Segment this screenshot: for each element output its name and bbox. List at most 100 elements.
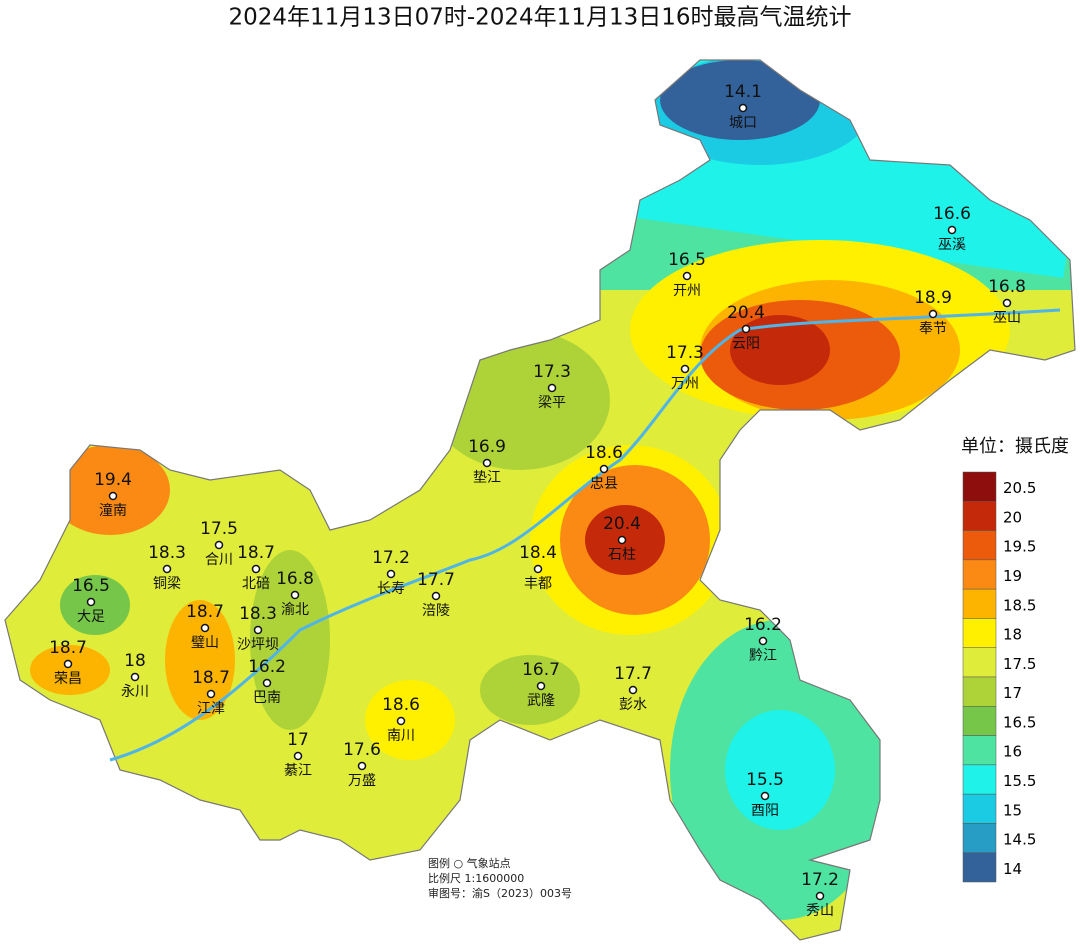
- station-name: 垫江: [473, 470, 501, 486]
- station-temp: 16.2: [744, 615, 782, 635]
- station-temp: 17.5: [200, 519, 238, 539]
- station-temp: 16.2: [248, 657, 286, 677]
- legend-label: 15: [1003, 801, 1022, 819]
- legend: 20.5 20 19.5 19 18.5 18 17.5 17 16.5 16 15.5 15 14.5…: [962, 471, 1036, 883]
- station-temp: 18.6: [382, 695, 420, 715]
- station-name: 云阳: [732, 336, 760, 352]
- station-temp: 18.4: [519, 543, 557, 563]
- station-marker: [63, 659, 73, 669]
- station-temp: 16.8: [988, 277, 1026, 297]
- station-name: 涪陵: [422, 603, 450, 619]
- station-temp: 18.7: [237, 543, 275, 563]
- legend-label: 17: [1003, 684, 1022, 702]
- station-temp: 17: [287, 730, 309, 750]
- station-name: 长寿: [377, 580, 405, 597]
- legend-swatch: [962, 823, 997, 853]
- station-temp: 20.4: [727, 303, 765, 323]
- title: 2024年11月13日07时-2024年11月13日16时最高气温统计: [229, 5, 852, 31]
- station-name: 秀山: [806, 903, 834, 919]
- station-temp: 18.7: [192, 668, 230, 688]
- station-temp: 17.6: [343, 740, 381, 760]
- legend-swatch: [962, 618, 997, 648]
- station-name: 江津: [197, 701, 225, 717]
- legend-label: 14.5: [1003, 831, 1036, 849]
- station-temp: 18.3: [148, 543, 186, 563]
- station-temp: 16.6: [933, 204, 971, 224]
- station-marker: [262, 678, 272, 688]
- station-marker: [1002, 298, 1012, 308]
- station-name: 武隆: [527, 693, 555, 709]
- station-temp: 18.7: [49, 638, 87, 658]
- station-name: 荣昌: [54, 671, 82, 687]
- station-marker: [357, 761, 367, 771]
- station-marker: [130, 672, 140, 682]
- station-temp: 17.7: [417, 570, 455, 590]
- legend-label: 17.5: [1003, 655, 1036, 673]
- station-marker: [928, 309, 938, 319]
- station-temp: 17.2: [801, 870, 839, 890]
- legend-swatch: [962, 793, 997, 824]
- map-note: 比例尺 1:1600000: [428, 871, 524, 885]
- station-name: 綦江: [284, 763, 312, 779]
- station-name: 巴南: [253, 690, 281, 706]
- station-temp: 18.6: [585, 443, 623, 463]
- station-marker: [547, 383, 557, 393]
- legend-swatch: [962, 588, 997, 619]
- station-marker: [533, 564, 543, 574]
- map-note: 图例 ○ 气象站点: [428, 856, 511, 870]
- station-temp: 18: [124, 651, 146, 671]
- station-name: 南川: [387, 728, 415, 744]
- station-marker: [617, 535, 627, 545]
- station-name: 城口: [729, 115, 757, 131]
- legend-unit: 单位：摄氏度: [961, 436, 1069, 457]
- station-temp: 17.2: [372, 548, 410, 568]
- legend-swatch: [962, 471, 997, 502]
- station-temp: 14.1: [724, 82, 762, 102]
- legend-label: 19.5: [1003, 538, 1036, 556]
- station-name: 万州: [671, 376, 699, 392]
- station-marker: [206, 689, 216, 699]
- station-marker: [431, 591, 441, 601]
- station-marker: [162, 564, 172, 574]
- station-temp: 18.3: [239, 604, 277, 624]
- legend-swatch: [962, 852, 997, 883]
- station-temp: 18.9: [914, 288, 952, 308]
- station-temp: 18.7: [186, 602, 224, 622]
- station-name: 奉节: [919, 321, 947, 337]
- station-temp: 15.5: [746, 770, 784, 790]
- station-name: 铜梁: [153, 576, 181, 592]
- station-name: 开州: [673, 283, 701, 299]
- station-name: 万盛: [348, 773, 376, 789]
- station-name: 梁平: [538, 395, 566, 411]
- legend-swatch: [962, 559, 997, 590]
- station-name: 彭水: [619, 697, 647, 713]
- station-name: 璧山: [191, 634, 219, 651]
- legend-label: 16: [1003, 743, 1022, 761]
- station-marker: [680, 364, 690, 374]
- legend-label: 20.5: [1003, 479, 1036, 497]
- station-marker: [947, 225, 957, 235]
- station-temp: 16.8: [276, 569, 314, 589]
- legend-label: 18: [1003, 626, 1022, 644]
- legend-swatch: [962, 647, 997, 678]
- station-temp: 19.4: [94, 470, 132, 490]
- station-marker: [251, 564, 261, 574]
- station-marker: [741, 324, 751, 334]
- legend-swatch: [962, 735, 997, 766]
- legend-label: 14: [1003, 860, 1022, 878]
- station-marker: [760, 791, 770, 801]
- station-marker: [214, 540, 224, 550]
- station-name: 渝北: [281, 602, 309, 618]
- station-name: 酉阳: [751, 803, 779, 819]
- station-temp: 16.5: [668, 250, 706, 270]
- station-name: 北碚: [242, 576, 270, 592]
- station-name: 合川: [205, 552, 233, 568]
- station-temp: 16.5: [72, 576, 110, 596]
- legend-label: 19: [1003, 567, 1022, 585]
- station-marker: [290, 590, 300, 600]
- legend-swatch: [962, 501, 997, 531]
- station-name: 永川: [121, 684, 149, 700]
- station-temp: 20.4: [603, 514, 641, 534]
- station-marker: [599, 464, 609, 474]
